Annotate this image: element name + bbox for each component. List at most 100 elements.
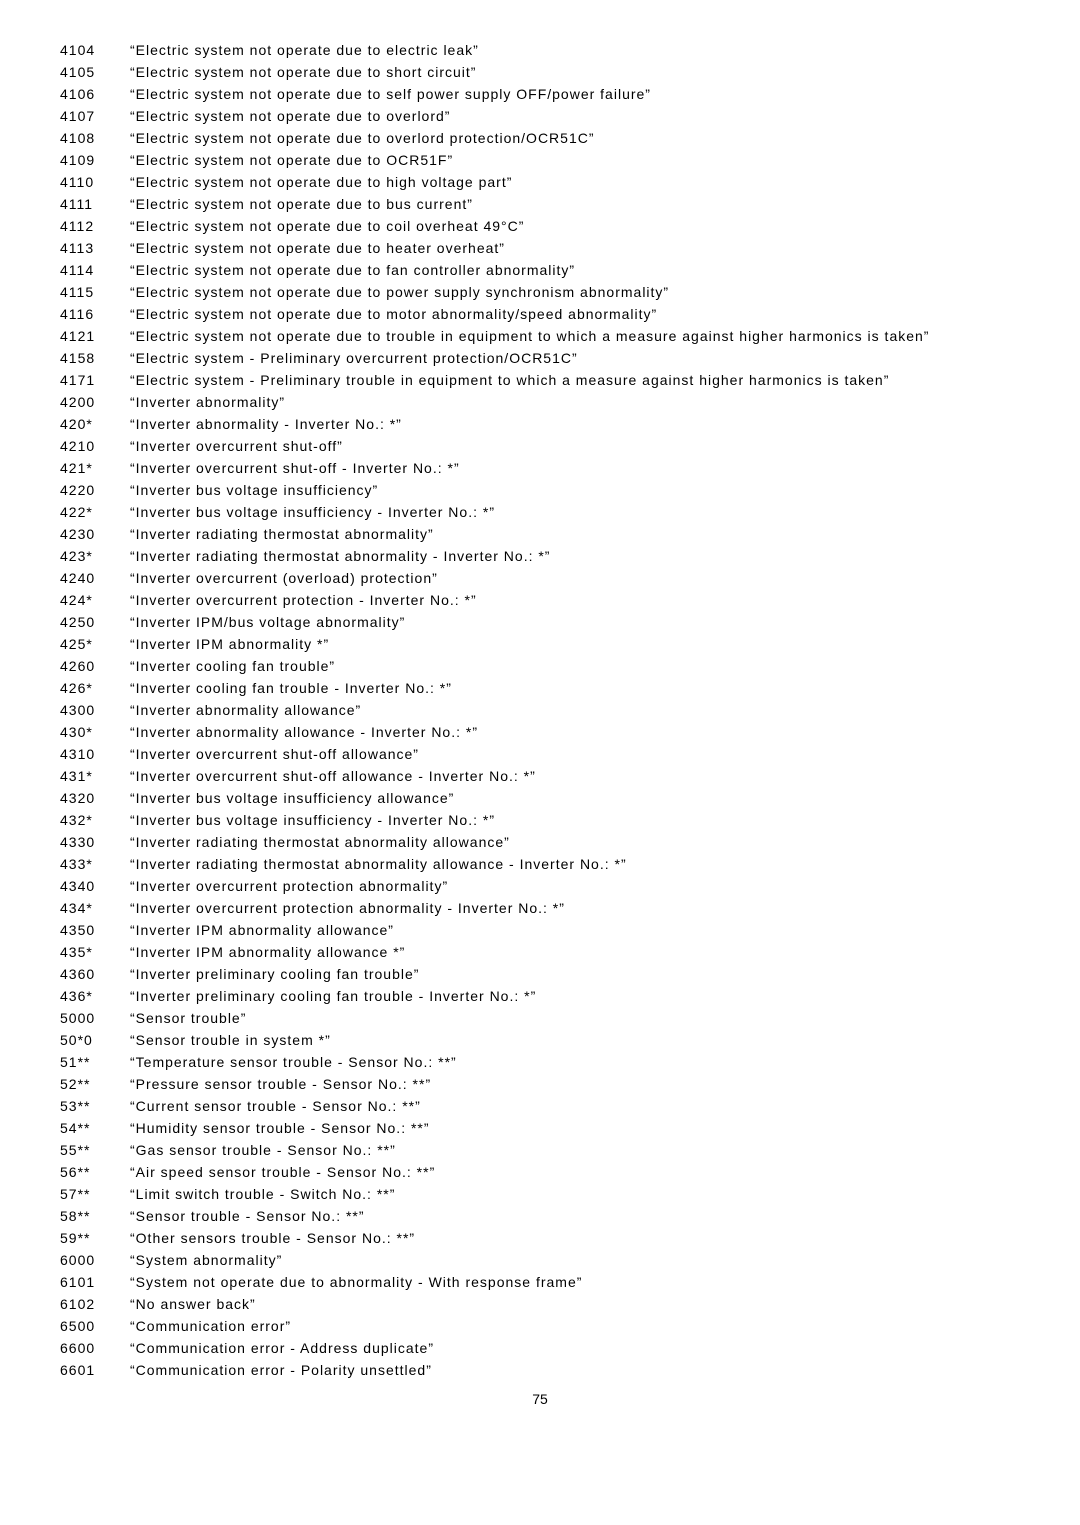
error-code: 4250 (60, 612, 130, 633)
error-row: 432*“Inverter bus voltage insufficiency … (60, 810, 1020, 831)
error-row: 5000“Sensor trouble” (60, 1008, 1020, 1029)
error-row: 4320“Inverter bus voltage insufficiency … (60, 788, 1020, 809)
error-code: 52** (60, 1074, 130, 1095)
error-row: 4250“Inverter IPM/bus voltage abnormalit… (60, 612, 1020, 633)
error-description: “Inverter cooling fan trouble - Inverter… (130, 678, 1020, 699)
error-description: “Sensor trouble in system *” (130, 1030, 1020, 1051)
error-description: “Sensor trouble - Sensor No.: **” (130, 1206, 1020, 1227)
error-row: 4350“Inverter IPM abnormality allowance” (60, 920, 1020, 941)
error-description: “Inverter IPM abnormality allowance *” (130, 942, 1020, 963)
error-description: “Limit switch trouble - Switch No.: **” (130, 1184, 1020, 1205)
error-description: “Communication error - Address duplicate… (130, 1338, 1020, 1359)
error-row: 4107“Electric system not operate due to … (60, 106, 1020, 127)
error-description: “Inverter bus voltage insufficiency - In… (130, 810, 1020, 831)
error-code: 433* (60, 854, 130, 875)
error-description: “Electric system not operate due to elec… (130, 40, 1020, 61)
error-description: “Electric system not operate due to over… (130, 106, 1020, 127)
error-code: 431* (60, 766, 130, 787)
error-code: 4107 (60, 106, 130, 127)
error-code: 56** (60, 1162, 130, 1183)
error-code: 423* (60, 546, 130, 567)
error-row: 4171“Electric system - Preliminary troub… (60, 370, 1020, 391)
error-description: “Electric system not operate due to OCR5… (130, 150, 1020, 171)
error-row: 4240“Inverter overcurrent (overload) pro… (60, 568, 1020, 589)
error-description: “No answer back” (130, 1294, 1020, 1315)
error-description: “Inverter IPM abnormality allowance” (130, 920, 1020, 941)
error-row: 6102“No answer back” (60, 1294, 1020, 1315)
error-code: 5000 (60, 1008, 130, 1029)
error-description: “Inverter cooling fan trouble” (130, 656, 1020, 677)
error-row: 4116“Electric system not operate due to … (60, 304, 1020, 325)
error-row: 431*“Inverter overcurrent shut-off allow… (60, 766, 1020, 787)
error-description: “Sensor trouble” (130, 1008, 1020, 1029)
error-row: 430*“Inverter abnormality allowance - In… (60, 722, 1020, 743)
error-row: 436*“Inverter preliminary cooling fan tr… (60, 986, 1020, 1007)
error-code: 57** (60, 1184, 130, 1205)
error-row: 4105“Electric system not operate due to … (60, 62, 1020, 83)
error-row: 58**“Sensor trouble - Sensor No.: **” (60, 1206, 1020, 1227)
error-code: 4200 (60, 392, 130, 413)
error-code: 426* (60, 678, 130, 699)
error-row: 423*“Inverter radiating thermostat abnor… (60, 546, 1020, 567)
error-code: 4114 (60, 260, 130, 281)
error-code: 4121 (60, 326, 130, 347)
error-description: “Humidity sensor trouble - Sensor No.: *… (130, 1118, 1020, 1139)
error-description: “Electric system - Preliminary trouble i… (130, 370, 1020, 391)
error-description: “Temperature sensor trouble - Sensor No.… (130, 1052, 1020, 1073)
error-description: “Gas sensor trouble - Sensor No.: **” (130, 1140, 1020, 1161)
error-code: 54** (60, 1118, 130, 1139)
error-row: 4106“Electric system not operate due to … (60, 84, 1020, 105)
error-description: “Inverter IPM/bus voltage abnormality” (130, 612, 1020, 633)
error-description: “Inverter bus voltage insufficiency allo… (130, 788, 1020, 809)
error-row: 424*“Inverter overcurrent protection - I… (60, 590, 1020, 611)
error-row: 4340“Inverter overcurrent protection abn… (60, 876, 1020, 897)
error-description: “Inverter preliminary cooling fan troubl… (130, 986, 1020, 1007)
error-code: 4310 (60, 744, 130, 765)
error-description: “Electric system not operate due to heat… (130, 238, 1020, 259)
error-code: 4300 (60, 700, 130, 721)
error-row: 4158“Electric system - Preliminary overc… (60, 348, 1020, 369)
error-code: 4106 (60, 84, 130, 105)
error-description: “Inverter overcurrent protection abnorma… (130, 898, 1020, 919)
error-code: 6600 (60, 1338, 130, 1359)
error-row: 4114“Electric system not operate due to … (60, 260, 1020, 281)
error-description: “Inverter IPM abnormality *” (130, 634, 1020, 655)
error-description: “Inverter abnormality allowance” (130, 700, 1020, 721)
error-row: 4310“Inverter overcurrent shut-off allow… (60, 744, 1020, 765)
error-code: 4112 (60, 216, 130, 237)
error-description: “Inverter overcurrent protection abnorma… (130, 876, 1020, 897)
error-description: “Inverter overcurrent shut-off allowance… (130, 744, 1020, 765)
error-code: 4115 (60, 282, 130, 303)
error-description: “Inverter bus voltage insufficiency - In… (130, 502, 1020, 523)
error-code: 4110 (60, 172, 130, 193)
error-code: 4108 (60, 128, 130, 149)
error-row: 426*“Inverter cooling fan trouble - Inve… (60, 678, 1020, 699)
error-row: 4260“Inverter cooling fan trouble” (60, 656, 1020, 677)
error-row: 6000“System abnormality” (60, 1250, 1020, 1271)
error-description: “Inverter overcurrent (overload) protect… (130, 568, 1020, 589)
error-code: 4105 (60, 62, 130, 83)
error-row: 6101“System not operate due to abnormali… (60, 1272, 1020, 1293)
error-code: 59** (60, 1228, 130, 1249)
error-code: 6101 (60, 1272, 130, 1293)
error-description: “Inverter abnormality allowance - Invert… (130, 722, 1020, 743)
page-number: 75 (60, 1389, 1020, 1410)
error-code: 4360 (60, 964, 130, 985)
error-code: 4210 (60, 436, 130, 457)
error-row: 4121“Electric system not operate due to … (60, 326, 1020, 347)
error-row: 4115“Electric system not operate due to … (60, 282, 1020, 303)
error-code: 53** (60, 1096, 130, 1117)
error-code: 58** (60, 1206, 130, 1227)
error-code: 436* (60, 986, 130, 1007)
error-description: “Communication error” (130, 1316, 1020, 1337)
error-code: 434* (60, 898, 130, 919)
error-code: 51** (60, 1052, 130, 1073)
error-description: “Electric system not operate due to fan … (130, 260, 1020, 281)
error-code: 4230 (60, 524, 130, 545)
error-code: 4171 (60, 370, 130, 391)
error-code: 424* (60, 590, 130, 611)
error-code: 421* (60, 458, 130, 479)
error-code: 4260 (60, 656, 130, 677)
error-code: 4113 (60, 238, 130, 259)
error-description: “Electric system not operate due to high… (130, 172, 1020, 193)
